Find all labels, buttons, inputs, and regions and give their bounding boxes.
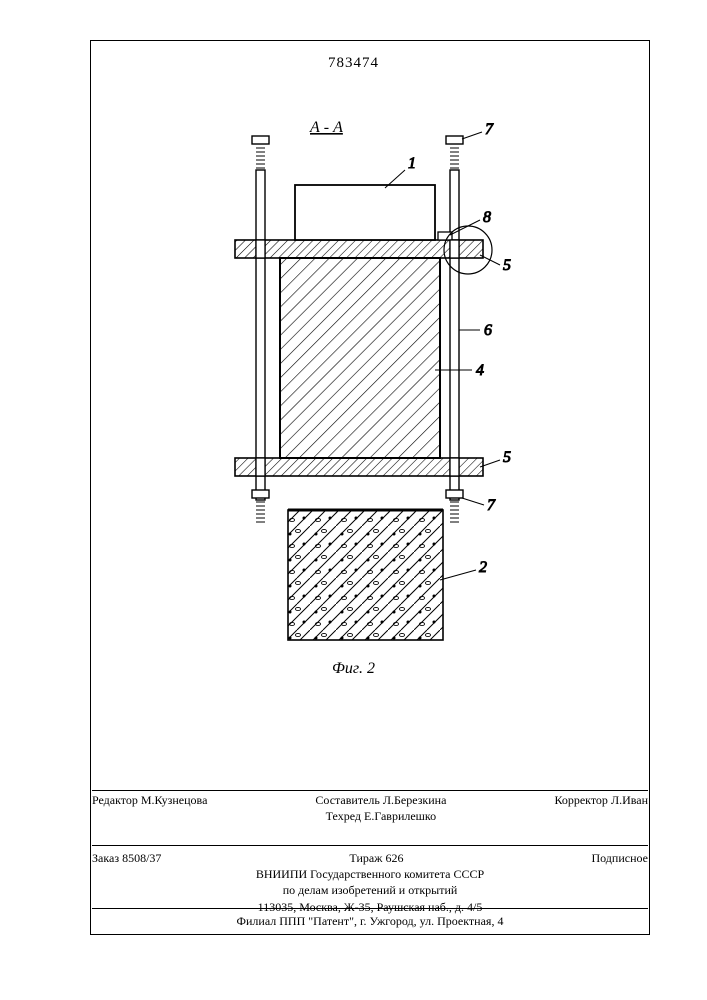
tirazh-no: 626 [385,851,403,865]
org-line2: по делам изобретений и открытий [92,882,648,898]
lower-plate [235,458,483,476]
svg-text:8: 8 [483,209,491,226]
credits-mid: Заказ 8508/37 Тираж 626 Подписное ВНИИПИ… [92,850,648,915]
editor-label: Редактор [92,793,138,807]
compiler-name: Л.Березкина [383,793,447,807]
corrector-label: Корректор [554,793,608,807]
separator-2 [92,845,648,846]
tirazh-label: Тираж [349,851,382,865]
foundation-block [288,510,443,640]
svg-text:7: 7 [485,121,494,138]
washer-detail [438,232,452,240]
order-no: 8508/37 [122,851,161,865]
svg-text:7: 7 [487,497,496,514]
figure-diagram: А - А [180,110,550,650]
editor-name: М.Кузнецова [141,793,208,807]
separator-1 [92,790,648,791]
techred-name: Е.Гаврилешко [364,809,436,823]
corrector-name: Л.Иван [611,793,648,807]
svg-text:5: 5 [503,257,511,274]
techred-label: Техред [326,809,361,823]
credits-bottom: Филиал ППП "Патент", г. Ужгород, ул. Про… [92,913,648,929]
subscription: Подписное [591,850,648,866]
svg-text:6: 6 [484,322,492,339]
svg-text:2: 2 [479,559,487,576]
filial-line: Филиал ППП "Патент", г. Ужгород, ул. Про… [92,913,648,929]
svg-text:5: 5 [503,449,511,466]
document-number: 783474 [0,55,707,72]
main-body [280,258,440,458]
figure-caption: Фиг. 2 [0,660,707,678]
section-label: А - А [309,119,343,136]
org-line1: ВНИИПИ Государственного комитета СССР [92,866,648,882]
separator-3 [92,908,648,909]
compiler-label: Составитель [315,793,379,807]
credits-top: Редактор М.Кузнецова Составитель Л.Берез… [92,792,648,824]
order-label: Заказ [92,851,119,865]
svg-text:4: 4 [476,362,484,379]
svg-text:1: 1 [408,155,416,172]
upper-plate [235,240,483,258]
top-block [295,185,435,240]
